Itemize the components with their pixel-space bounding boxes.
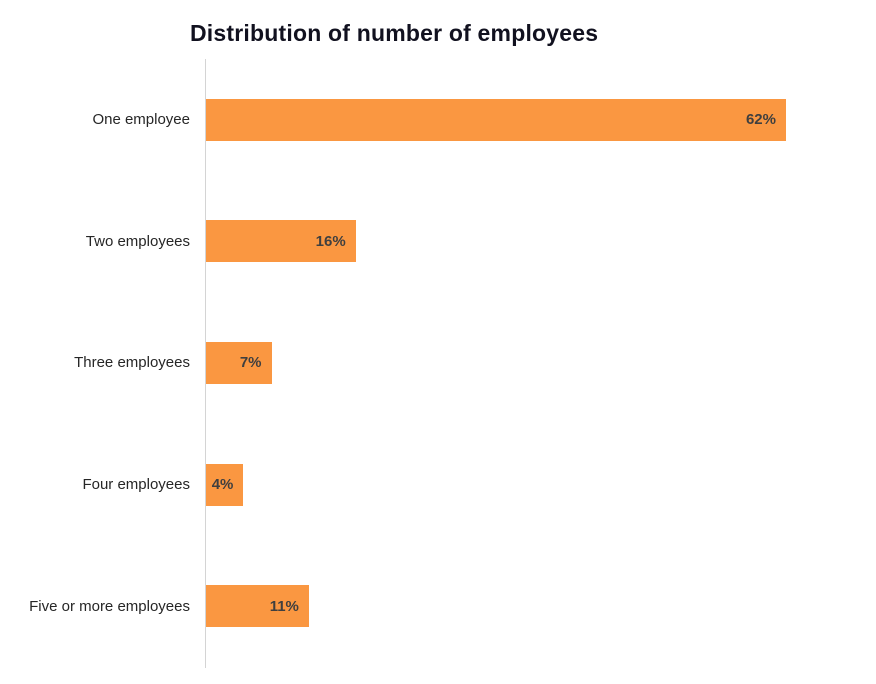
value-label: 7% [239, 354, 262, 372]
bar-row: Two employees 16% [0, 181, 876, 303]
bar-row: One employee 62% [0, 59, 876, 181]
chart-title: Distribution of number of employees [190, 20, 599, 46]
category-label: Five or more employees [29, 597, 190, 615]
category-label: One employee [92, 111, 190, 129]
category-label: Three employees [74, 354, 190, 372]
value-label: 62% [745, 111, 776, 129]
bar-rows: One employee 62% Two employees 16% Three emp… [0, 59, 876, 667]
category-label: Two employees [85, 232, 190, 250]
bar: 16% [206, 220, 356, 263]
value-label: 16% [315, 232, 346, 250]
bar: 7% [206, 341, 272, 384]
category-label: Four employees [82, 476, 190, 494]
y-axis-line [205, 59, 206, 668]
bar-row: Four employees 4% [0, 424, 876, 546]
value-label: 11% [269, 597, 299, 615]
bar: 4% [206, 463, 244, 506]
bar-row: Three employees 7% [0, 302, 876, 424]
value-label: 4% [211, 476, 234, 494]
bar: 62% [206, 98, 786, 141]
bar-row: Five or more employees 11% [0, 545, 876, 667]
bar: 11% [206, 585, 309, 628]
